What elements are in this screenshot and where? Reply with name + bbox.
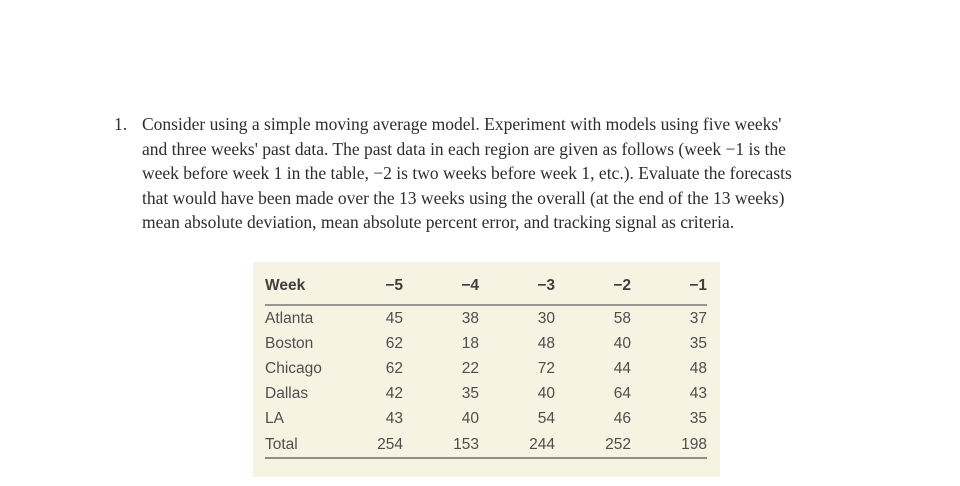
table-cell: 35 <box>461 385 479 403</box>
table-header-cell: −2 <box>555 274 631 306</box>
table-cell: 35 <box>689 410 707 428</box>
table-cell: 45 <box>385 309 403 327</box>
table-cell: 46 <box>613 410 631 428</box>
table-cell: 40 <box>537 385 555 403</box>
table-cell: 48 <box>537 334 555 352</box>
table-cell: 48 <box>689 359 707 377</box>
table-cell: 58 <box>613 309 631 327</box>
table-row: Dallas 42 35 40 64 43 <box>265 382 707 407</box>
table-cell: 35 <box>689 334 707 352</box>
row-label: Atlanta <box>265 309 314 327</box>
table-cell: 198 <box>631 431 707 460</box>
question-line: Consider using a simple moving average m… <box>142 114 782 134</box>
table-cell: 62 <box>385 359 403 377</box>
table-cell: 62 <box>385 334 403 352</box>
table-row: Atlanta 45 38 30 58 37 <box>265 305 707 331</box>
question-line: and three weeks' past data. The past dat… <box>142 138 786 159</box>
table-cell: 40 <box>613 334 631 352</box>
question-text: Consider using a simple moving average m… <box>142 112 858 235</box>
row-label: Dallas <box>265 385 309 403</box>
table-cell: 18 <box>461 334 479 352</box>
table-header-cell: −3 <box>479 274 555 306</box>
table-header-cell: −1 <box>631 274 707 306</box>
row-label: Boston <box>265 334 314 352</box>
table-cell: 42 <box>385 385 403 403</box>
table-header-cell: −4 <box>403 274 479 306</box>
table-cell: 37 <box>689 309 707 327</box>
table-cell: 22 <box>461 359 479 377</box>
table-header-cell: Week <box>265 274 327 306</box>
row-label: Chicago <box>265 359 322 377</box>
table-cell: 153 <box>403 431 479 460</box>
table-header-cell: −5 <box>327 274 403 306</box>
table-cell: 43 <box>385 410 403 428</box>
past-data-table-card: Week −5 −4 −3 −2 −1 Atlanta 45 38 30 58 37 Boston 62… <box>253 262 720 477</box>
table-cell: 40 <box>461 410 479 428</box>
question-number: 1. <box>114 114 128 134</box>
table-cell: 254 <box>327 431 403 460</box>
table-cell: 30 <box>537 309 555 327</box>
table-row: LA 43 40 54 46 35 <box>265 407 707 432</box>
question-line: week before week 1 in the table, −2 is t… <box>142 163 792 184</box>
table-row: Total 254 153 244 252 198 <box>265 431 707 460</box>
table-cell: 244 <box>479 431 555 460</box>
question-item: 1. Consider using a simple moving averag… <box>114 112 858 235</box>
table-cell: 252 <box>555 431 631 460</box>
table-cell: 64 <box>613 385 631 403</box>
table-cell: 72 <box>537 359 555 377</box>
table-row: Chicago 62 22 72 44 48 <box>265 356 707 381</box>
table-cell: 54 <box>537 410 555 428</box>
table-row: Boston 62 18 48 40 35 <box>265 331 707 356</box>
row-label: LA <box>265 410 284 428</box>
table-cell: 43 <box>689 385 707 403</box>
table-cell: 44 <box>613 359 631 377</box>
table-header-row: Week −5 −4 −3 −2 −1 <box>265 274 707 306</box>
table-cell: 38 <box>461 309 479 327</box>
question-line: that would have been made over the 13 we… <box>142 187 785 208</box>
row-label: Total <box>265 431 327 460</box>
question-line: mean absolute deviation, mean absolute p… <box>142 212 735 233</box>
past-data-table: Week −5 −4 −3 −2 −1 Atlanta 45 38 30 58 37 Boston 62… <box>265 274 707 460</box>
